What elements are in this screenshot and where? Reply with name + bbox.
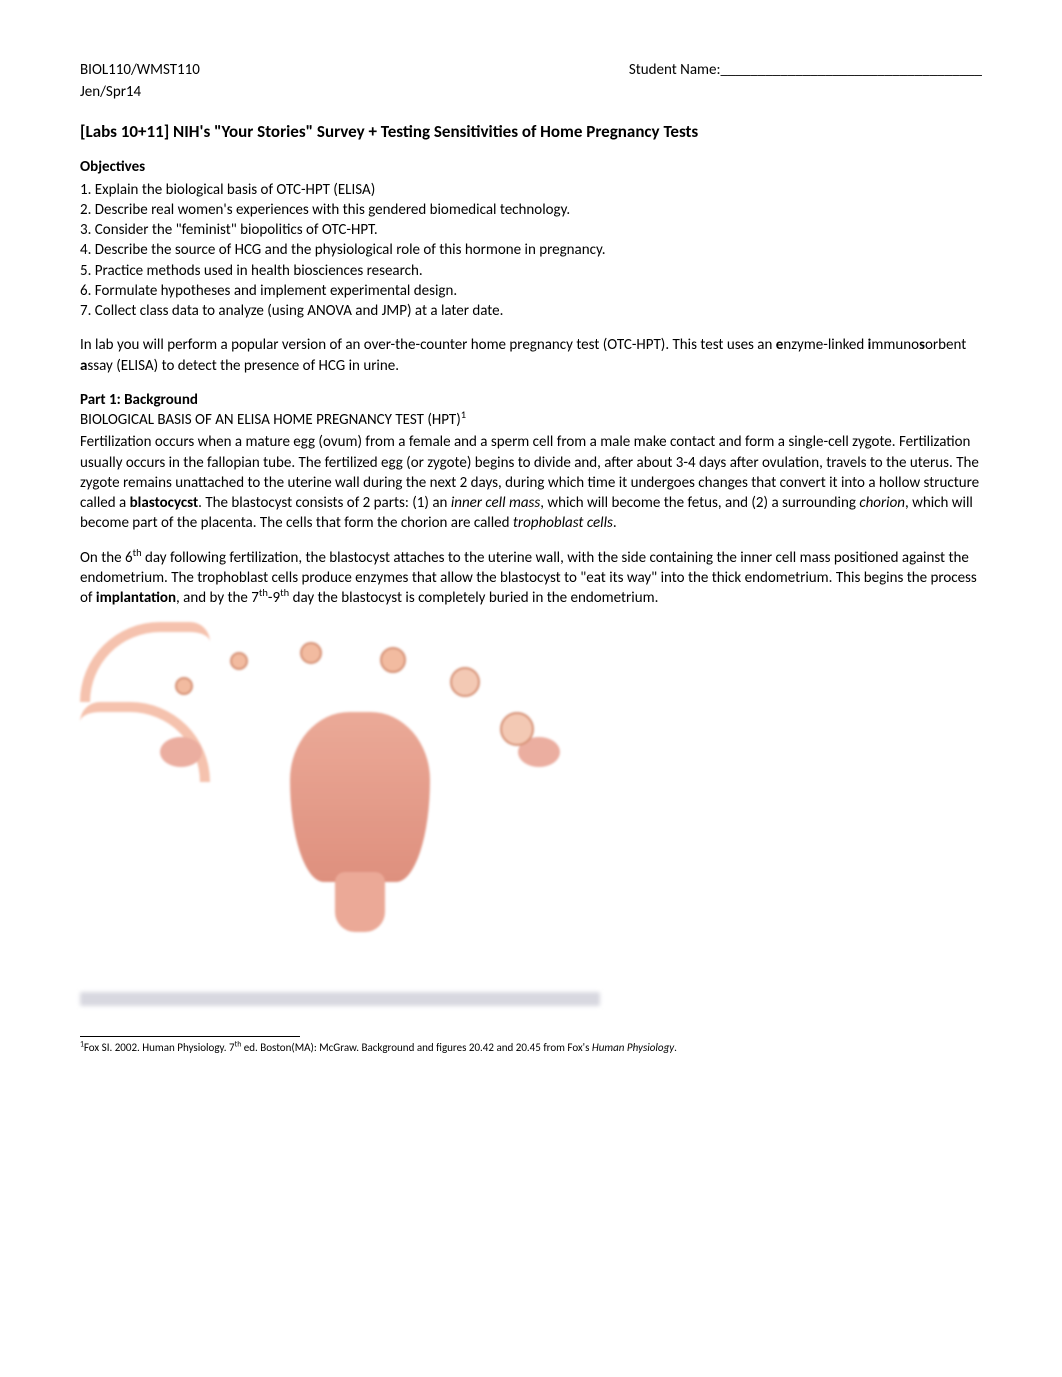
term-blastocyst: blastocycst — [130, 494, 199, 512]
objective-item: 1. Explain the biological basis of OTC-­… — [80, 180, 982, 200]
objective-item: 6. Formulate hypotheses and implement ex… — [80, 281, 982, 301]
term-line: Jen/Spr14 — [80, 82, 982, 102]
objective-item: 3. Consider the "feminist" biopolitics o… — [80, 220, 982, 240]
cell-stage — [380, 647, 406, 673]
uterus-shape — [290, 712, 430, 882]
student-name-field: Student Name:___________________________… — [629, 60, 982, 80]
part1-sub-text: BIOLOGICAL BASIS OF AN ELISA HOME PREGNA… — [80, 411, 461, 429]
student-name-label: Student Name: — [629, 61, 721, 79]
figure-caption-blur — [80, 992, 600, 1006]
objectives-heading: Objectives — [80, 157, 982, 177]
cell-stage — [230, 652, 248, 670]
ordinal-sup: th — [133, 546, 142, 559]
term-chorion: chorion — [859, 494, 905, 512]
term-implantation: implantation — [96, 589, 176, 607]
page-header: BIOL110/WMST110 Student Name:___________… — [80, 60, 982, 80]
body-text: day the blastocyst is completely buried … — [289, 589, 658, 607]
body-text: . — [613, 514, 617, 532]
background-para-1: Fertilization occurs when a mature egg (… — [80, 432, 982, 533]
footnote-body: . — [674, 1041, 677, 1054]
cervix-shape — [335, 872, 385, 932]
intro-text: nzyme-­l — [783, 336, 831, 354]
student-name-line: ___________________________________ — [721, 61, 982, 79]
body-text: . The blastocyst consists of 2 parts: (1… — [198, 494, 451, 512]
footnote-text: 1Fox SI. 2002. Human Physiology. 7th ed.… — [80, 1041, 982, 1055]
term-trophoblast: trophoblast cells — [513, 514, 613, 532]
body-text: On the 6 — [80, 549, 133, 567]
ordinal-sup: th — [259, 586, 268, 599]
intro-text: In lab you will perform a popular versio… — [80, 336, 776, 354]
cell-stage — [450, 667, 480, 697]
lab-title: [Labs 10+11] NIH's "Your Stories" Survey… — [80, 121, 982, 144]
footnote-rule — [80, 1036, 300, 1037]
uterus-diagram — [80, 622, 640, 962]
footnote-body: Fox SI. 2002. Human Physiology. 7 — [84, 1041, 235, 1054]
body-text: , which will become the fetus, and (2) a… — [540, 494, 859, 512]
body-text: -­9 — [268, 589, 280, 607]
intro-text: orbent — [925, 336, 966, 354]
objectives-list: 1. Explain the biological basis of OTC-­… — [80, 180, 982, 322]
objective-item: 5. Practice methods used in health biosc… — [80, 261, 982, 281]
objective-item: 2. Describe real women's experiences wit… — [80, 200, 982, 220]
intro-text: mmuno — [871, 336, 919, 354]
intro-text: ssay (ELISA) to detect the presence of H… — [87, 357, 399, 375]
objective-item: 7. Collect class data to analyze (using … — [80, 301, 982, 321]
cell-stage — [300, 642, 322, 664]
intro-paragraph: In lab you will perform a popular versio… — [80, 335, 982, 376]
body-text: , and by the 7 — [176, 589, 259, 607]
term-inner-cell-mass: inner cell mass — [451, 494, 540, 512]
course-code: BIOL110/WMST110 — [80, 60, 200, 80]
ordinal-sup: th — [280, 586, 289, 599]
background-para-2: On the 6th day following fertilization, … — [80, 548, 982, 609]
footnote-body: ed. Boston(MA): McGraw. Background and f… — [241, 1041, 592, 1054]
part1-heading: Part 1: Background — [80, 390, 982, 410]
footnote-title: Human Physiology — [592, 1041, 674, 1054]
objective-item: 4. Describe the source of HCG and the ph… — [80, 240, 982, 260]
footnote-ref: 1 — [461, 408, 466, 421]
part1-subheading: BIOLOGICAL BASIS OF AN ELISA HOME PREGNA… — [80, 410, 982, 430]
intro-text: inked — [831, 336, 867, 354]
